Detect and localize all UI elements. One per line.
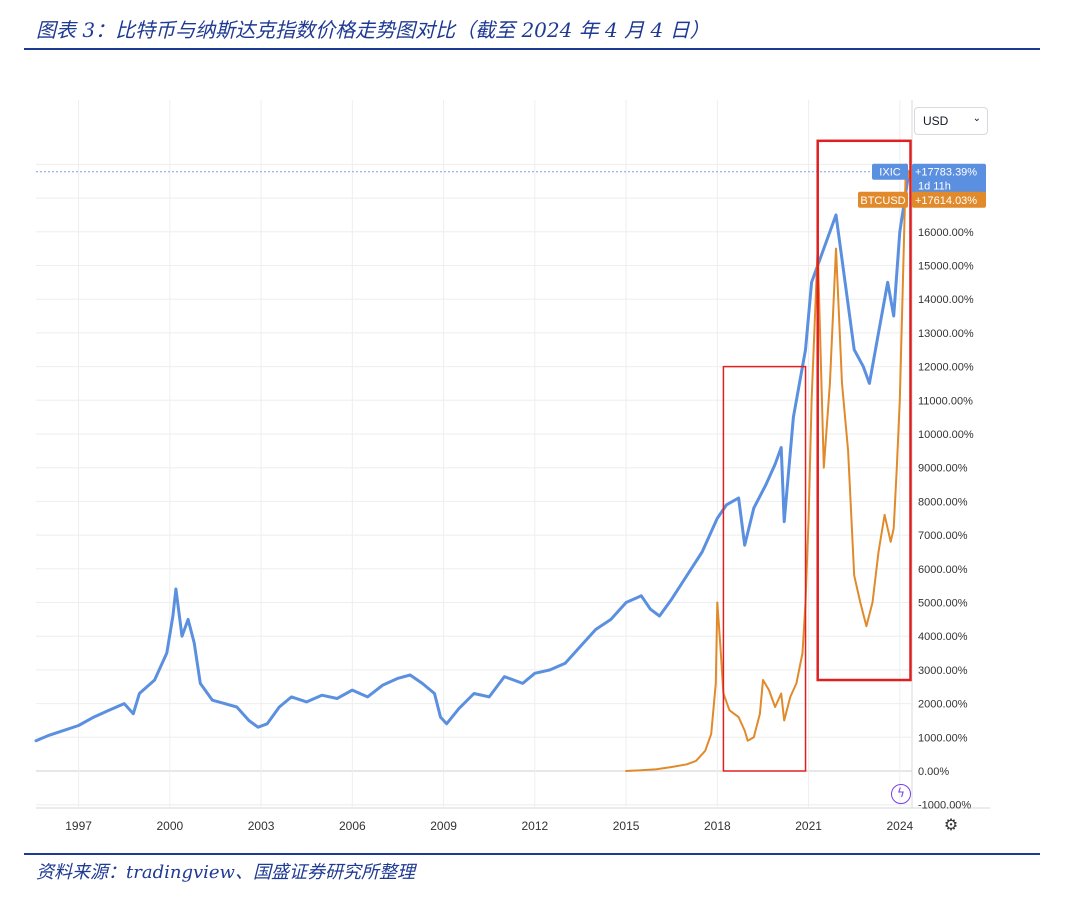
currency-label: USD [923,114,949,128]
y-tick-label: 8000.00% [918,496,968,508]
x-axis: 1997 2000 2003 2006 2009 2012 2015 2018 2021 2024 [65,819,913,833]
x-tick-label: 1997 [65,819,92,833]
y-axis: -1000.00% 0.00% 1000.00% 2000.00% 3000.00% 40… [918,227,974,812]
badge-btc: BTCUSD +17614.03% [858,191,986,208]
y-tick-label: -1000.00% [918,800,971,812]
y-tick-label: 11000.00% [918,395,973,407]
currency-select[interactable]: USD ⌄ [914,107,988,135]
y-tick-label: 4000.00% [918,631,968,643]
series-line-ixic [34,170,911,743]
y-tick-label: 0.00% [918,766,949,778]
badge-ixic: IXIC +17783.39% 1d 11h [872,163,986,194]
y-tick-label: 2000.00% [918,699,968,711]
x-tick-label: 2006 [339,819,366,833]
badge-name-bg [858,191,908,208]
figure-title: 图表 3：比特币与纳斯达克指数价格走势图对比（截至 2024 年 4 月 4 日… [36,18,710,42]
y-tick-label: 10000.00% [918,429,974,441]
x-tick-label: 2003 [248,819,275,833]
highlight-box [816,139,912,682]
y-tick-label: 1000.00% [918,732,968,744]
x-tick-label: 2000 [156,819,183,833]
x-tick-label: 2021 [795,819,822,833]
x-tick-label: 2024 [886,819,913,833]
x-tick-label: 2018 [704,819,731,833]
x-tick-label: 2009 [430,819,457,833]
highlight-box [722,365,807,772]
chevron-down-icon: ⌄ [972,113,981,124]
badge-value: +17614.03% [915,195,977,207]
badge-name-bg [872,163,908,180]
y-tick-label: 16000.00% [918,227,974,239]
y-tick-label: 7000.00% [918,530,968,542]
lightning-icon[interactable]: ϟ [891,784,911,804]
price-badges: IXIC +17783.39% 1d 11h BTCUSD +17614.03% [858,163,986,208]
grid [36,100,990,809]
y-tick-label: 15000.00% [918,261,974,273]
bottom-rule [24,853,1040,855]
top-rule [24,48,1040,50]
y-tick-label: 14000.00% [918,294,974,306]
series-layer [34,163,911,772]
badge-value: +17783.39% [915,167,977,179]
x-tick-label: 2015 [613,819,640,833]
y-tick-label: 3000.00% [918,665,968,677]
y-tick-label: 9000.00% [918,463,968,475]
badge-value-bg [912,163,986,194]
y-tick-label: 5000.00% [918,598,968,610]
figure-source: 资料来源：tradingview、国盛证券研究所整理 [36,862,415,883]
gear-icon[interactable]: ⚙ [943,815,959,834]
badge-value-bg [912,191,986,208]
y-tick-label: 13000.00% [918,328,974,340]
badge-series-name: BTCUSD [860,195,905,207]
y-tick-label: 6000.00% [918,564,968,576]
highlight-boxes [722,139,912,772]
badge-series-name: IXIC [879,167,900,179]
y-tick-label: 12000.00% [918,362,974,374]
series-line-btcusd [625,163,910,772]
x-tick-label: 2012 [521,819,548,833]
badge-countdown: 1d 11h [918,181,951,193]
